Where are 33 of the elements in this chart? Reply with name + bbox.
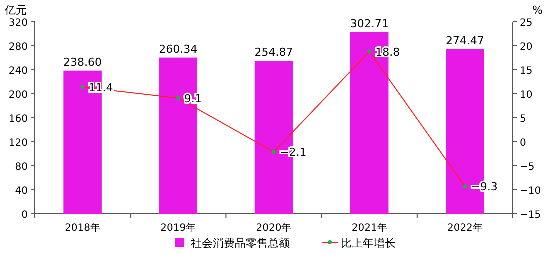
y-tick-label: 80	[15, 162, 28, 173]
data-label: 302.71	[350, 17, 389, 30]
y2-tick-label: 0	[520, 138, 526, 149]
x-tick-label: 2022年	[447, 222, 483, 234]
x-tick-label: 2021年	[352, 222, 388, 234]
y2-tick-label: 15	[520, 66, 533, 77]
y-tick-label: 40	[15, 186, 28, 197]
data-label: 274.47	[446, 34, 484, 48]
y-tick-label: 200	[8, 90, 28, 101]
y-tick-label: 320	[8, 18, 28, 29]
y2-tick-label: 5	[520, 114, 526, 125]
legend-label: 比上年增长	[341, 237, 396, 250]
y-tick-label: 240	[8, 66, 28, 77]
y2-tick-label: −15	[520, 210, 542, 221]
y2-tick-label: 25	[520, 18, 533, 29]
y-tick-label: 160	[8, 114, 28, 125]
data-label: 238.60	[64, 56, 102, 69]
y2-tick-label: 10	[520, 90, 533, 101]
data-label: 260.34	[159, 42, 198, 56]
data-label: 254.87	[254, 46, 294, 60]
x-tick-label: 2020年	[256, 222, 292, 234]
x-tick-label: 2018年	[65, 222, 101, 234]
y-tick-label: 280	[8, 42, 28, 53]
y2-tick-label: −5	[520, 162, 535, 173]
y-tick-label: 0	[22, 210, 28, 221]
x-tick-label: 2019年	[160, 222, 196, 234]
y-axis-title: 亿元	[4, 4, 27, 17]
y2-tick-label: 20	[520, 42, 533, 53]
y-tick-label: 120	[8, 138, 28, 149]
legend-label: 社会消费品零售总额	[191, 237, 290, 250]
y2-tick-label: −10	[520, 186, 542, 197]
y2-axis-title: %	[532, 4, 543, 17]
data-label: 11.4	[88, 81, 114, 94]
